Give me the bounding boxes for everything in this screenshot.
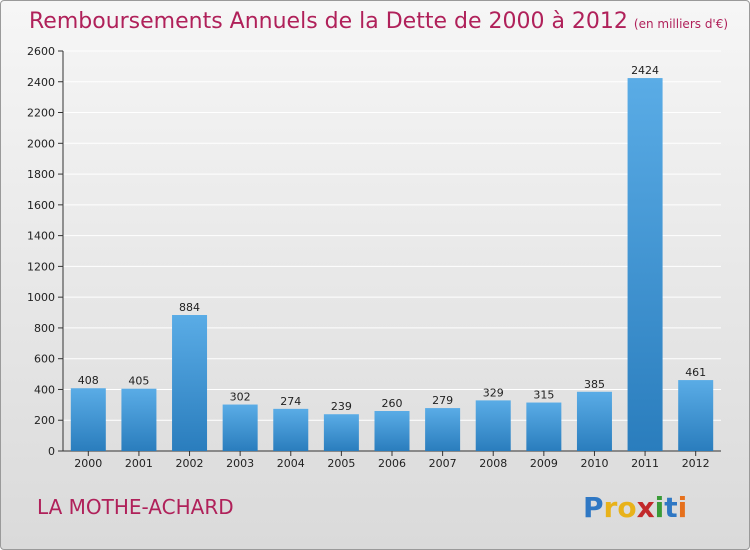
data-label: 408 bbox=[78, 374, 99, 387]
y-tick-label: 200 bbox=[34, 414, 55, 427]
x-tick-label: 2007 bbox=[429, 457, 457, 470]
bar-layer bbox=[70, 78, 714, 452]
data-label: 405 bbox=[128, 375, 149, 388]
commune-name: LA MOTHE-ACHARD bbox=[37, 495, 234, 519]
x-tick-label: 2009 bbox=[530, 457, 558, 470]
y-tick-label: 800 bbox=[34, 322, 55, 335]
x-tick-label: 2010 bbox=[580, 457, 608, 470]
logo-letter: r bbox=[603, 491, 618, 524]
y-tick-label: 400 bbox=[34, 383, 55, 396]
bar bbox=[273, 408, 309, 451]
bar bbox=[526, 402, 562, 451]
data-label: 239 bbox=[331, 400, 352, 413]
x-tick-label: 2003 bbox=[226, 457, 254, 470]
data-label: 274 bbox=[280, 395, 301, 408]
logo-letter: o bbox=[617, 491, 637, 524]
x-tick-label: 2006 bbox=[378, 457, 406, 470]
data-label: 385 bbox=[584, 378, 605, 391]
data-label: 315 bbox=[533, 389, 554, 402]
bar bbox=[678, 380, 714, 451]
y-tick-label: 2200 bbox=[27, 107, 55, 120]
data-label: 329 bbox=[483, 386, 504, 399]
data-label: 2424 bbox=[631, 64, 659, 77]
bar bbox=[374, 411, 410, 451]
data-label: 302 bbox=[230, 391, 251, 404]
x-tick-label: 2000 bbox=[74, 457, 102, 470]
y-tick-label: 2000 bbox=[27, 137, 55, 150]
y-tick-label: 600 bbox=[34, 353, 55, 366]
logo-letter: P bbox=[583, 491, 604, 524]
bar bbox=[475, 400, 511, 451]
chart-title: Remboursements Annuels de la Dette de 20… bbox=[29, 9, 728, 34]
data-label: 884 bbox=[179, 301, 200, 314]
data-label: 279 bbox=[432, 394, 453, 407]
x-tick-label: 2001 bbox=[125, 457, 153, 470]
logo-letter: i bbox=[677, 491, 688, 524]
x-tick-label: 2011 bbox=[631, 457, 659, 470]
grid-layer bbox=[63, 50, 721, 421]
bar bbox=[222, 404, 258, 451]
bar bbox=[425, 408, 461, 451]
y-tick-label: 2400 bbox=[27, 76, 55, 89]
label-layer: 408 2000 405 2001 884 2002 302 2003 274 2004 239 20… bbox=[74, 64, 709, 470]
logo-letter: i bbox=[654, 491, 665, 524]
y-tick-label: 1600 bbox=[27, 199, 55, 212]
x-tick-label: 2008 bbox=[479, 457, 507, 470]
y-tick-label: 1000 bbox=[27, 291, 55, 304]
proxiti-logo: Proxiti bbox=[583, 491, 687, 524]
data-label: 461 bbox=[685, 366, 706, 379]
bar bbox=[172, 315, 208, 451]
bar bbox=[121, 388, 157, 451]
chart-unit: (en milliers d'€) bbox=[633, 17, 729, 31]
x-tick-label: 2004 bbox=[277, 457, 305, 470]
x-tick-label: 2005 bbox=[327, 457, 355, 470]
logo-letter: x bbox=[636, 491, 655, 524]
bar bbox=[70, 388, 106, 451]
y-tick-label: 1800 bbox=[27, 168, 55, 181]
data-label: 260 bbox=[382, 397, 403, 410]
y-tick-label: 1200 bbox=[27, 260, 55, 273]
y-tick-label: 2600 bbox=[27, 45, 55, 58]
x-tick-label: 2002 bbox=[176, 457, 204, 470]
logo-letter: t bbox=[664, 491, 678, 524]
chart-title-text: Remboursements Annuels de la Dette de 20… bbox=[29, 9, 628, 34]
bar bbox=[627, 78, 663, 452]
bar bbox=[323, 414, 359, 451]
bar bbox=[576, 391, 612, 451]
y-tick-label: 0 bbox=[48, 445, 55, 458]
x-tick-label: 2012 bbox=[682, 457, 710, 470]
y-tick-label: 1400 bbox=[27, 230, 55, 243]
